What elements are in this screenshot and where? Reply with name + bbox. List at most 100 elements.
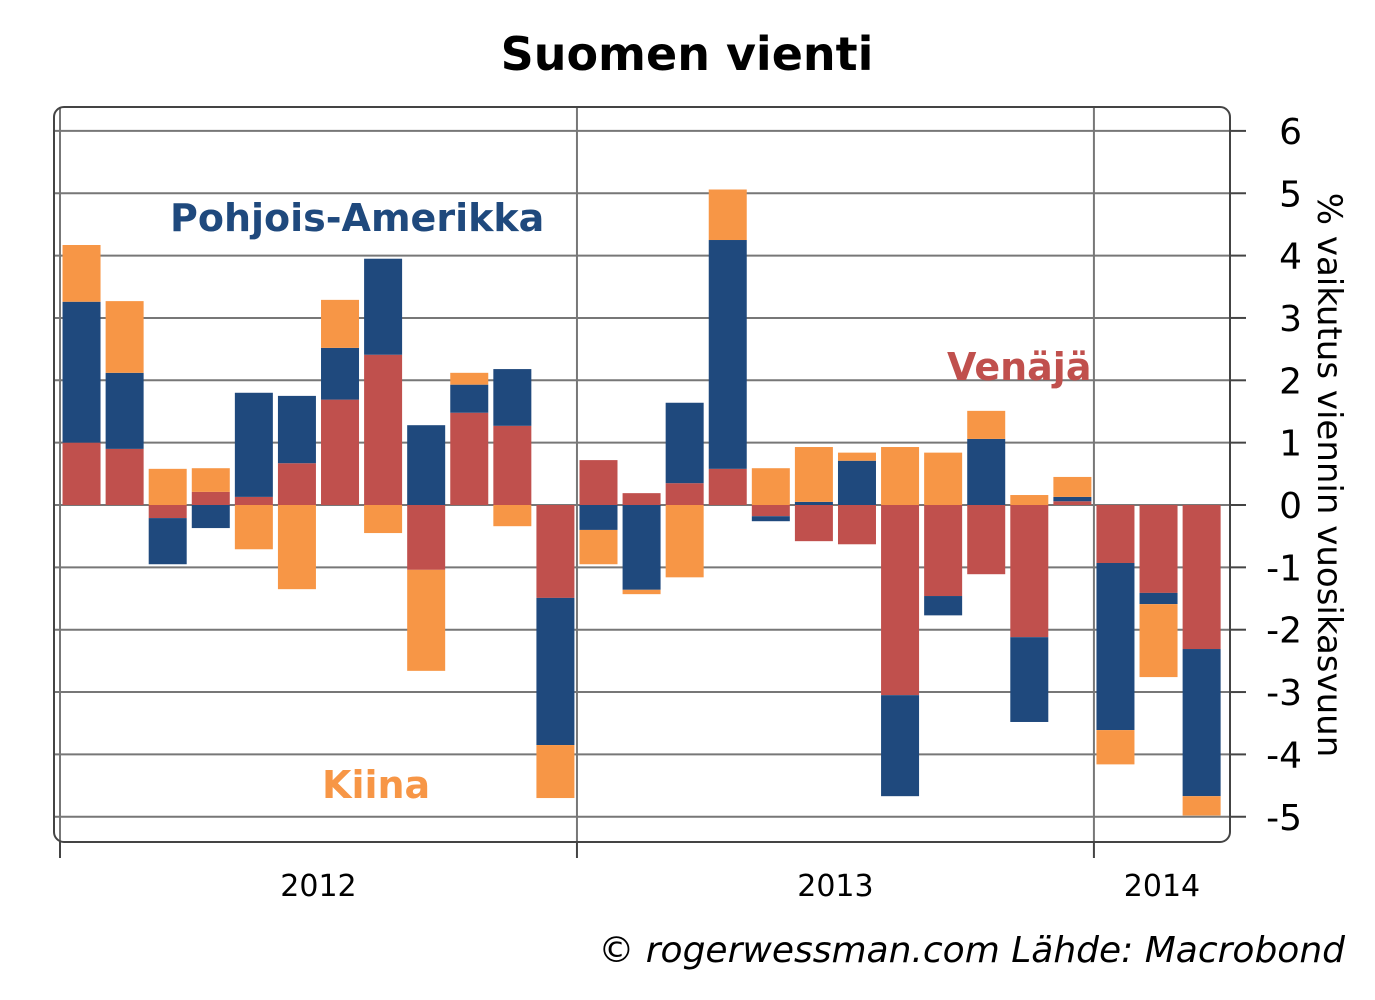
y-tick-label: 0 [1279,486,1302,527]
bar-pohjois-amerikka [924,596,963,616]
bar-ven-j- [924,505,963,597]
bar-ven-j- [364,354,403,505]
y-tick-label: 2 [1279,361,1302,402]
bar-kiina [1010,495,1049,505]
legend-label-china: Kiina [322,763,430,807]
bar-kiina [407,569,446,671]
y-tick-label: 4 [1279,237,1302,278]
bar-pohjois-amerikka [234,392,273,497]
bar-kiina [1053,476,1092,497]
y-tick-label: -4 [1266,735,1302,776]
y-tick-label: 6 [1279,112,1302,153]
x-tick-label: 2014 [1124,869,1200,904]
bar-pohjois-amerikka [579,505,618,530]
bar-kiina [967,410,1006,439]
bar-kiina [794,447,833,502]
bar-ven-j- [794,505,833,542]
bar-kiina [1139,604,1178,678]
bar-kiina [105,301,144,373]
bar-ven-j- [1139,505,1178,593]
y-tick-label: 3 [1279,299,1302,340]
bar-pohjois-amerikka [536,597,575,746]
bar-kiina [837,452,876,461]
y-tick-label: 5 [1279,174,1302,215]
bar-pohjois-amerikka [837,460,876,505]
bar-ven-j- [1053,501,1092,505]
bar-ven-j- [105,448,144,505]
bar-pohjois-amerikka [967,438,1006,505]
y-tick-label: -1 [1266,548,1302,589]
bar-pohjois-amerikka [105,372,144,449]
credit: © rogerwessman.com Lähde: Macrobond [598,930,1346,971]
chart-title: Suomen vienti [501,27,874,81]
bar-kiina [277,505,316,590]
bar-kiina [751,468,790,505]
bar-ven-j- [321,399,360,505]
bar-kiina [579,529,618,565]
bar-ven-j- [1096,505,1135,563]
bar-kiina [665,505,704,578]
bar-pohjois-amerikka [407,425,446,505]
bar-ven-j- [536,505,575,598]
bar-ven-j- [62,442,101,505]
bar-pohjois-amerikka [622,505,661,590]
bar-kiina [364,505,403,534]
bar-ven-j- [708,468,747,505]
y-axis-label: % vaikutus viennin vuosikasvuun [1309,193,1349,758]
bar-kiina [1182,796,1221,816]
y-tick-label: -5 [1266,798,1302,839]
bar-ven-j- [665,483,704,505]
bars [62,189,1221,816]
bar-pohjois-amerikka [794,501,833,505]
bar-pohjois-amerikka [148,518,187,565]
bar-pohjois-amerikka [751,516,790,522]
y-tick-label: -2 [1266,611,1302,652]
bar-ven-j- [493,425,532,505]
bar-ven-j- [148,505,187,519]
bar-kiina [62,245,101,302]
axes: 6 5 4 3 2 1 0 -1 -2 -3 -4 -5 2012 2013 2014 [59,112,1302,904]
legend-label-russia: Venäjä [947,345,1091,389]
bar-ven-j- [277,463,316,505]
bar-ven-j- [751,505,790,517]
bar-kiina [924,452,963,505]
bar-kiina [622,589,661,595]
bar-ven-j- [967,505,1006,575]
bar-kiina [708,189,747,241]
bar-ven-j- [450,412,489,505]
bar-pohjois-amerikka [191,505,230,529]
x-tick-label: 2013 [797,869,873,904]
bar-kiina [493,505,532,527]
bar-pohjois-amerikka [450,384,489,413]
bar-pohjois-amerikka [708,240,747,469]
bar-ven-j- [1010,505,1049,638]
bar-kiina [450,372,489,385]
bar-pohjois-amerikka [364,258,403,355]
y-tick-label: -3 [1266,673,1302,714]
bar-ven-j- [191,491,230,505]
bar-ven-j- [837,505,876,545]
bar-pohjois-amerikka [321,347,360,400]
legend-label-north-america: Pohjois-Amerikka [170,196,544,240]
bar-ven-j- [1182,505,1221,650]
bar-pohjois-amerikka [277,395,316,464]
y-tick-label: 1 [1279,424,1302,465]
bar-pohjois-amerikka [665,402,704,484]
bar-pohjois-amerikka [1139,592,1178,605]
bar-pohjois-amerikka [1182,649,1221,797]
bar-ven-j- [234,496,273,505]
bar-kiina [234,505,273,550]
bar-kiina [321,299,360,348]
bar-pohjois-amerikka [1053,496,1092,502]
bar-pohjois-amerikka [62,301,101,443]
bar-pohjois-amerikka [493,369,532,426]
bar-pohjois-amerikka [1096,562,1135,731]
bar-kiina [536,745,575,799]
bar-kiina [191,468,230,492]
bar-pohjois-amerikka [1010,637,1049,722]
bar-kiina [148,468,187,505]
bar-ven-j- [407,505,446,570]
bar-kiina [1096,730,1135,765]
bar-kiina [881,447,920,505]
